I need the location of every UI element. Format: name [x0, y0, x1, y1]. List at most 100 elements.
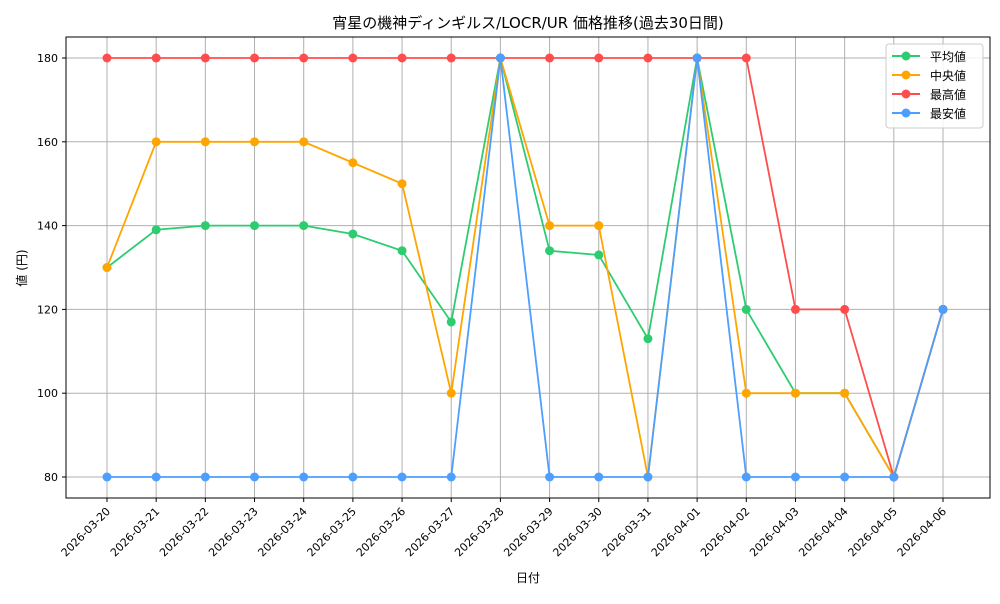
- chart-title: 宵星の機神ディンギルス/LOCR/UR 価格推移(過去30日間): [332, 14, 724, 32]
- data-point: [594, 53, 604, 63]
- x-tick-label: 2026-03-29: [501, 505, 555, 559]
- data-point: [348, 229, 358, 239]
- data-point: [348, 472, 358, 482]
- data-point: [594, 472, 604, 482]
- x-tick-label: 2026-03-22: [157, 505, 211, 559]
- data-point: [692, 53, 702, 63]
- data-point: [840, 388, 850, 398]
- data-point: [299, 137, 309, 147]
- data-point: [545, 53, 555, 63]
- y-tick-label: 180: [37, 52, 58, 65]
- data-point: [643, 472, 653, 482]
- data-point: [446, 472, 456, 482]
- data-point: [102, 263, 112, 272]
- data-point: [790, 304, 800, 314]
- data-point: [741, 388, 751, 398]
- data-point: [545, 246, 555, 256]
- legend-label: 中央値: [930, 68, 966, 83]
- data-point: [840, 304, 850, 314]
- x-tick-label: 2026-03-20: [59, 505, 113, 559]
- x-tick-label: 2026-04-01: [649, 505, 703, 559]
- x-tick-label: 2026-04-04: [796, 505, 850, 559]
- legend-box: [885, 43, 984, 129]
- data-point: [151, 225, 161, 235]
- x-tick-label: 2026-03-26: [354, 505, 408, 559]
- data-point: [250, 472, 260, 482]
- data-point: [889, 472, 899, 482]
- x-axis-label: 日付: [516, 571, 540, 585]
- y-tick-label: 120: [37, 303, 58, 316]
- data-point: [741, 53, 751, 63]
- y-axis-label: 値 (円): [14, 249, 29, 286]
- data-point: [299, 472, 309, 482]
- data-point: [938, 304, 948, 314]
- legend-marker: [901, 51, 911, 61]
- data-point: [102, 472, 112, 482]
- x-tick-label: 2026-03-27: [403, 505, 457, 559]
- data-point: [200, 221, 210, 231]
- x-tick-label: 2026-03-24: [255, 505, 309, 559]
- data-point: [299, 53, 309, 63]
- data-point: [102, 53, 112, 63]
- data-point: [250, 221, 260, 231]
- data-point: [200, 472, 210, 482]
- data-point: [594, 250, 604, 260]
- data-point: [594, 221, 604, 231]
- x-tick-label: 2026-04-02: [698, 505, 752, 559]
- data-point: [348, 53, 358, 63]
- y-tick-label: 160: [37, 136, 58, 149]
- legend-marker: [901, 89, 911, 99]
- data-point: [446, 53, 456, 63]
- data-point: [200, 53, 210, 63]
- x-tick-label: 2026-03-30: [550, 505, 604, 559]
- x-tick-label: 2026-04-06: [895, 505, 949, 559]
- legend-label: 最安値: [930, 106, 966, 121]
- data-point: [397, 246, 407, 256]
- data-point: [348, 158, 358, 168]
- data-point: [790, 472, 800, 482]
- y-tick-label: 100: [37, 387, 58, 400]
- legend-marker: [901, 70, 911, 80]
- data-point: [200, 137, 210, 147]
- series-line: [106, 57, 944, 480]
- data-point: [397, 179, 407, 189]
- y-tick-label: 80: [44, 471, 58, 484]
- x-tick-label: 2026-03-28: [452, 505, 506, 559]
- data-point: [151, 472, 161, 482]
- data-point: [495, 53, 505, 63]
- data-point: [151, 137, 161, 147]
- series-line: [107, 57, 944, 478]
- data-point: [250, 53, 260, 63]
- x-tick-label: 2026-04-05: [846, 505, 900, 559]
- legend-marker: [901, 108, 911, 118]
- x-tick-label: 2026-03-23: [206, 505, 260, 559]
- x-tick-label: 2026-03-25: [305, 505, 359, 559]
- data-point: [151, 53, 161, 63]
- data-point: [545, 472, 555, 482]
- data-point: [741, 304, 751, 314]
- data-point: [250, 137, 260, 147]
- y-tick-label: 140: [37, 220, 58, 233]
- x-tick-label: 2026-04-03: [747, 505, 801, 559]
- plot-frame: [65, 36, 991, 499]
- series-line: [107, 57, 944, 481]
- legend-label: 平均値: [930, 49, 966, 64]
- data-point: [299, 221, 309, 231]
- data-point: [397, 472, 407, 482]
- data-point: [643, 53, 653, 63]
- data-point: [790, 388, 800, 398]
- data-point: [741, 472, 751, 482]
- series-3: [102, 53, 948, 482]
- x-tick-label: 2026-03-31: [600, 505, 654, 559]
- data-point: [446, 317, 456, 327]
- data-point: [446, 388, 456, 398]
- data-point: [397, 53, 407, 63]
- data-point: [545, 221, 555, 231]
- x-tick-label: 2026-03-21: [108, 505, 162, 559]
- legend-label: 最高値: [930, 87, 966, 102]
- data-point: [643, 334, 653, 344]
- data-point: [840, 472, 850, 482]
